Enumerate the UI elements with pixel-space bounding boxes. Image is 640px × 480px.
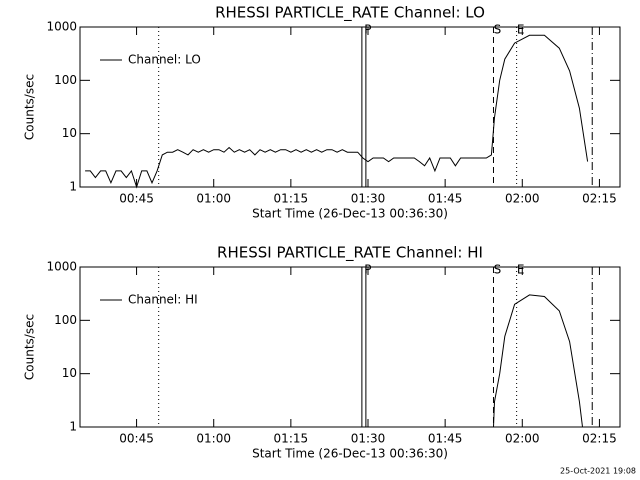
data-line (493, 294, 583, 428)
event-label: S (494, 263, 502, 277)
y-tick-label: 10 (62, 366, 77, 380)
y-tick-label: 100 (54, 313, 77, 327)
y-tick-label: 100 (54, 73, 77, 87)
data-line (85, 34, 589, 189)
y-tick-label: 1 (69, 420, 77, 434)
x-tick-label: 02:15 (582, 432, 617, 446)
x-axis-label: Start Time (26-Dec-13 00:36:30) (252, 447, 448, 461)
footer: 25-Oct-2021 19:08 (560, 467, 636, 476)
x-tick-label: 01:00 (196, 192, 231, 206)
event-label: E (517, 23, 525, 37)
x-axis-label: Start Time (26-Dec-13 00:36:30) (252, 207, 448, 221)
x-tick-label: 01:00 (196, 432, 231, 446)
x-tick-label: 01:45 (428, 432, 463, 446)
x-tick-label: 00:45 (119, 192, 154, 206)
event-label: P (364, 23, 371, 37)
y-tick-label: 1000 (46, 20, 77, 34)
x-tick-label: 00:45 (119, 432, 154, 446)
y-tick-label: 1000 (46, 260, 77, 274)
x-tick-label: 01:30 (351, 432, 386, 446)
legend-label: Channel: LO (128, 53, 201, 67)
x-tick-label: 02:00 (505, 432, 540, 446)
plot-frame (79, 266, 621, 428)
x-tick-label: 01:15 (274, 192, 309, 206)
y-tick-label: 10 (62, 126, 77, 140)
y-axis-label: Counts/sec (23, 74, 37, 140)
x-tick-label: 01:45 (428, 192, 463, 206)
y-tick-label: 1 (69, 180, 77, 194)
x-tick-label: 02:00 (505, 192, 540, 206)
chart-title: RHESSI PARTICLE_RATE Channel: LO (215, 4, 485, 23)
x-tick-label: 02:15 (582, 192, 617, 206)
event-label: E (517, 263, 525, 277)
event-label: S (494, 23, 502, 37)
plot-frame (79, 26, 621, 188)
chart-title: RHESSI PARTICLE_RATE Channel: HI (217, 244, 483, 263)
event-label: P (364, 263, 371, 277)
x-tick-label: 01:15 (274, 432, 309, 446)
x-tick-label: 01:30 (351, 192, 386, 206)
y-axis-label: Counts/sec (23, 314, 37, 380)
legend-label: Channel: HI (128, 293, 198, 307)
